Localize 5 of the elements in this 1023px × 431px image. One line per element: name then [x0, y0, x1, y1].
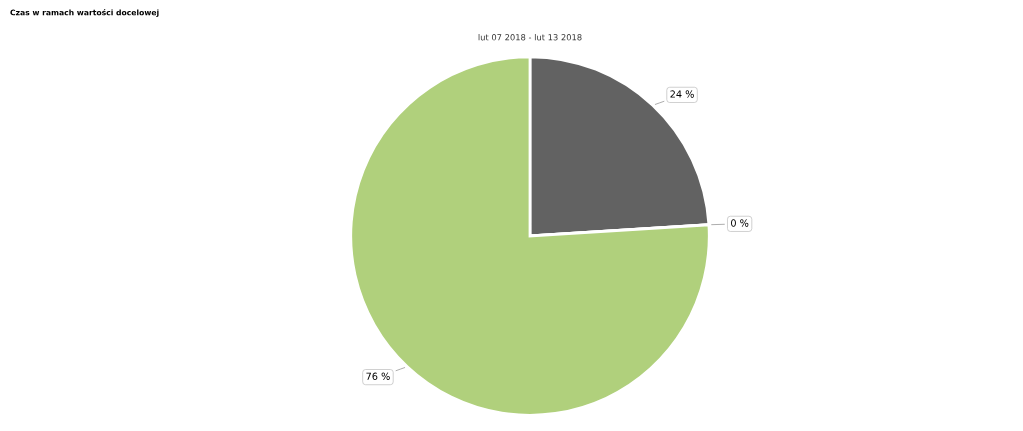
pie-slice: [349, 55, 711, 417]
data-label: 76 %: [366, 372, 390, 380]
data-label: 24 %: [670, 90, 694, 98]
chart-subtitle: lut 07 2018 - lut 13 2018: [478, 33, 582, 41]
text: 0 %: [731, 219, 749, 227]
